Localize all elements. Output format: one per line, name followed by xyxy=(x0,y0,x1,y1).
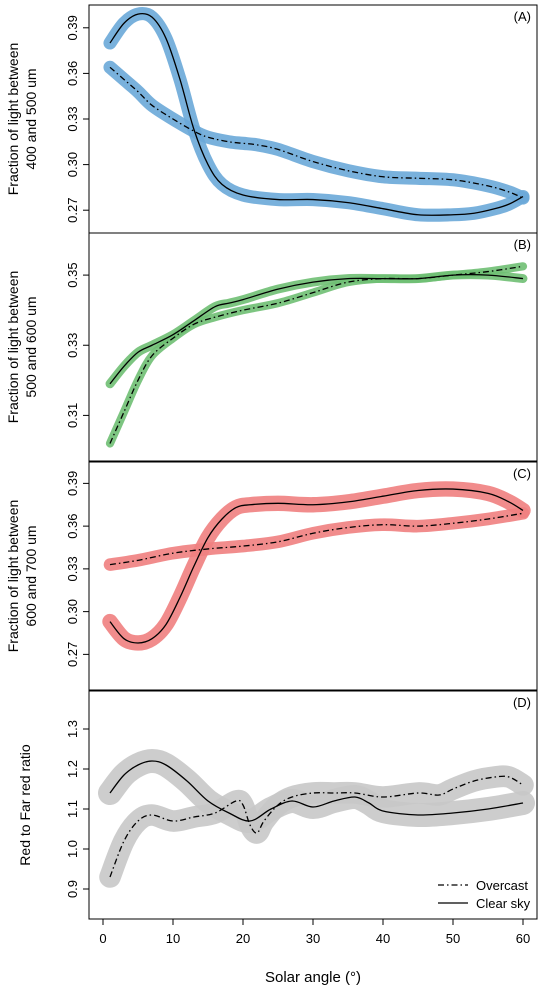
panel-label: (D) xyxy=(513,695,531,710)
band-overcast xyxy=(99,765,534,888)
y-tick-label: 0.33 xyxy=(65,333,80,358)
y-tick-label: 0.31 xyxy=(65,403,80,428)
y-tick-label: 1.0 xyxy=(65,840,80,858)
panel-d: 0.9 1.0 1.1 1.2 1.3 Red to Far red ratio (D) xyxy=(17,690,538,920)
x-tick-label: 10 xyxy=(166,931,180,946)
line-overcast xyxy=(109,265,524,444)
y-tick-label: 1.2 xyxy=(65,760,80,778)
band-clear-sky xyxy=(102,481,531,651)
band-overcast xyxy=(105,262,528,448)
y-tick-label: 0.27 xyxy=(65,198,80,223)
y-tick-label: 1.3 xyxy=(65,720,80,738)
y-tick-label: 0.39 xyxy=(65,471,80,496)
panel-a: 0.27 0.30 0.33 0.36 0.39 Fraction of light be… xyxy=(5,4,538,234)
y-tick-label: 0.36 xyxy=(65,513,80,538)
panel-frame xyxy=(88,461,538,691)
y-axis-label: Fraction of light between xyxy=(5,500,21,653)
y-axis-label: 500 and 600 um xyxy=(23,296,39,397)
y-tick-label: 0.39 xyxy=(65,15,80,40)
confidence-bands xyxy=(102,481,531,651)
panel-label: (C) xyxy=(513,466,531,481)
panel-label: (A) xyxy=(514,9,531,24)
x-axis-label: Solar angle (°) xyxy=(265,969,361,986)
x-tick-label: 40 xyxy=(376,931,390,946)
series-lines xyxy=(109,12,524,216)
y-axis-label: Fraction of light between xyxy=(5,271,21,424)
x-axis: 0 10 20 30 40 50 60 xyxy=(99,918,530,946)
confidence-bands xyxy=(103,7,530,222)
y-axis-label: Fraction of light between xyxy=(5,43,21,196)
line-clear-sky xyxy=(109,488,524,644)
x-tick-label: 60 xyxy=(516,931,530,946)
panel-frame xyxy=(88,232,538,462)
y-tick-label: 0.27 xyxy=(65,642,80,667)
x-tick-label: 20 xyxy=(236,931,250,946)
legend-label: Overcast xyxy=(476,878,528,893)
series-lines xyxy=(109,760,524,878)
line-clear-sky xyxy=(109,760,524,822)
line-overcast xyxy=(109,66,524,199)
series-lines xyxy=(109,488,524,644)
y-tick-label: 0.9 xyxy=(65,880,80,898)
y-axis-label: 400 and 500 um xyxy=(23,68,39,169)
y-axis-label: Red to Far red ratio xyxy=(17,744,33,866)
y-tick-label: 0.35 xyxy=(65,262,80,287)
confidence-bands xyxy=(98,749,535,888)
y-tick-label: 0.33 xyxy=(65,106,80,131)
y-axis-label: 600 and 700 um xyxy=(23,525,39,626)
x-tick-label: 0 xyxy=(99,931,106,946)
panel-c: 0.27 0.30 0.33 0.36 0.39 Fraction of light be… xyxy=(5,461,538,691)
panel-label: (B) xyxy=(514,237,531,252)
band-overcast xyxy=(103,60,530,205)
y-tick-label: 0.30 xyxy=(65,599,80,624)
y-tick-label: 0.36 xyxy=(65,61,80,86)
series-lines xyxy=(109,265,524,444)
line-overcast xyxy=(109,512,524,566)
legend-label: Clear sky xyxy=(476,896,531,911)
line-clear-sky xyxy=(109,274,524,385)
legend: Overcast Clear sky xyxy=(438,878,531,911)
panel-b: 0.31 0.33 0.35 Fraction of light between 500… xyxy=(5,232,538,462)
y-tick-label: 0.33 xyxy=(65,556,80,581)
band-overcast xyxy=(103,506,530,571)
y-tick-label: 0.30 xyxy=(65,152,80,177)
y-tick-label: 1.1 xyxy=(65,800,80,818)
x-tick-label: 50 xyxy=(446,931,460,946)
line-clear-sky xyxy=(109,12,524,216)
confidence-bands xyxy=(105,262,528,448)
x-tick-label: 30 xyxy=(306,931,320,946)
